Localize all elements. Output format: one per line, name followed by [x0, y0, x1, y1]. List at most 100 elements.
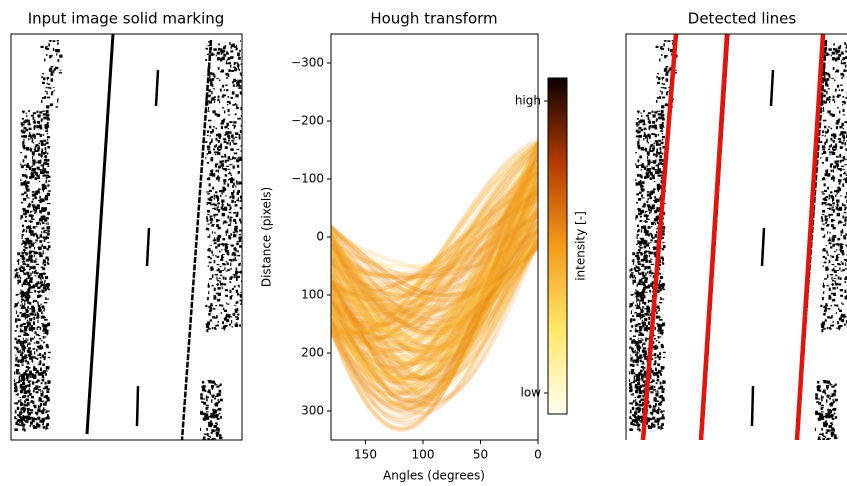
pixel	[641, 169, 642, 171]
pixel	[651, 222, 654, 225]
pixel	[650, 146, 652, 148]
pixel	[652, 114, 655, 116]
pixel	[640, 129, 643, 131]
pixel	[38, 246, 40, 249]
pixel	[635, 217, 636, 219]
pixel	[652, 111, 654, 113]
pixel	[822, 297, 824, 300]
pixel	[237, 241, 240, 242]
pixel	[635, 386, 638, 389]
pixel	[234, 286, 236, 288]
pixel	[838, 46, 841, 49]
pixel	[661, 248, 664, 250]
pixel	[636, 403, 638, 406]
pixel	[228, 57, 231, 60]
pixel	[24, 350, 25, 352]
pixel	[219, 305, 220, 306]
pixel	[837, 213, 840, 216]
pixel	[236, 183, 238, 184]
pixel	[832, 409, 833, 411]
pixel	[216, 144, 217, 147]
pixel	[19, 376, 20, 379]
pixel	[34, 290, 36, 293]
pixel	[640, 338, 642, 339]
pixel	[639, 313, 641, 316]
pixel	[630, 357, 632, 360]
pixel	[47, 258, 49, 261]
pixel	[651, 414, 653, 415]
pixel	[670, 49, 672, 50]
pixel	[667, 40, 670, 42]
pixel	[648, 159, 650, 160]
pixel	[215, 153, 217, 155]
pixel	[823, 177, 825, 180]
pixel	[649, 271, 651, 274]
pixel	[654, 397, 655, 399]
pixel	[45, 317, 46, 318]
pixel	[36, 162, 38, 163]
pixel	[843, 62, 845, 64]
pixel	[23, 241, 26, 244]
pixel	[827, 231, 828, 233]
pixel	[229, 42, 231, 45]
pixel	[23, 139, 24, 141]
pixel	[630, 386, 632, 388]
pixel	[641, 363, 644, 364]
pixel	[48, 352, 51, 353]
pixel	[209, 197, 211, 199]
pixel	[32, 251, 35, 252]
pixel	[636, 293, 639, 295]
pixel	[649, 137, 651, 138]
pixel	[239, 50, 240, 52]
pixel	[239, 324, 241, 326]
pixel	[659, 156, 662, 158]
pixel	[31, 135, 33, 137]
pixel	[42, 215, 45, 218]
pixel	[827, 327, 828, 329]
pixel	[224, 183, 226, 185]
pixel	[22, 284, 23, 287]
pixel	[47, 133, 48, 134]
pixel	[222, 263, 225, 264]
pixel	[40, 171, 43, 174]
pixel	[637, 230, 638, 232]
pixel	[35, 313, 36, 316]
pixel	[43, 140, 46, 142]
pixel	[844, 281, 846, 283]
pixel	[33, 122, 36, 124]
pixel	[47, 242, 49, 243]
pixel	[840, 243, 842, 246]
pixel	[821, 191, 824, 192]
pixel	[205, 305, 207, 307]
pixel	[209, 262, 212, 264]
pixel	[659, 284, 662, 287]
pixel	[223, 160, 224, 162]
pixel	[231, 259, 233, 262]
pixel	[32, 417, 35, 419]
pixel	[30, 338, 32, 341]
pixel	[28, 287, 31, 288]
pixel	[21, 345, 25, 348]
pixel	[230, 65, 231, 68]
pixel	[214, 237, 215, 240]
pixel	[635, 305, 636, 307]
pixel	[657, 409, 658, 412]
pixel	[634, 275, 635, 278]
pixel	[219, 280, 220, 283]
pixel	[635, 380, 637, 382]
pixel	[30, 211, 31, 213]
pixel	[47, 203, 50, 204]
pixel	[651, 175, 654, 177]
pixel	[214, 384, 217, 385]
pixel	[224, 328, 225, 331]
pixel	[215, 422, 217, 424]
pixel	[633, 415, 636, 417]
pixel	[20, 305, 21, 307]
pixel	[47, 77, 50, 79]
pixel	[637, 208, 640, 210]
pixel	[206, 405, 209, 407]
pixel	[206, 191, 209, 192]
pixel	[228, 135, 229, 137]
pixel	[211, 196, 213, 198]
pixel	[28, 354, 30, 355]
